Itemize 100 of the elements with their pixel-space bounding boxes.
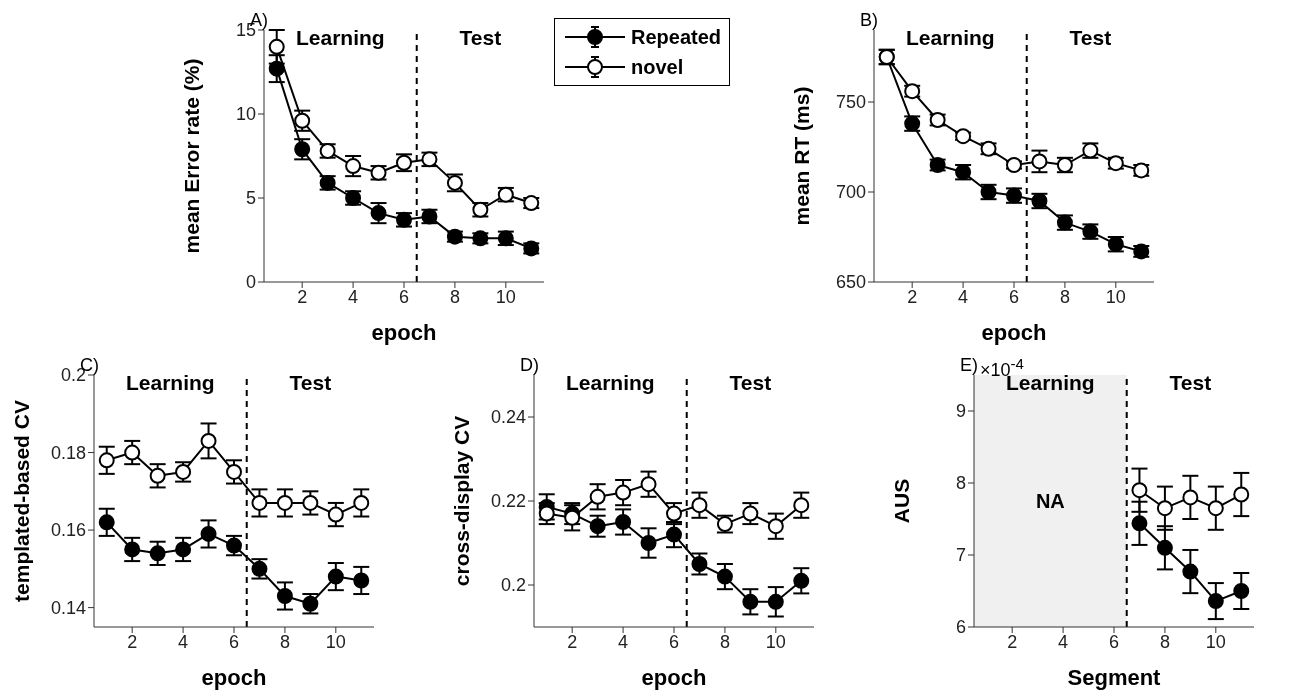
annotation: Test <box>288 371 333 395</box>
point <box>149 467 166 484</box>
point <box>793 497 810 514</box>
point <box>691 497 708 514</box>
chart-title: D) <box>520 355 539 376</box>
point <box>1182 489 1199 506</box>
x-tick-label: 2 <box>1007 631 1018 652</box>
x-tick-label: 4 <box>958 286 969 307</box>
point <box>1207 500 1224 517</box>
x-tick-label: 2 <box>907 286 918 307</box>
point <box>1031 153 1048 170</box>
x-tick-label: 6 <box>1008 286 1020 307</box>
annotation: Learning <box>906 26 995 49</box>
point <box>691 556 708 572</box>
point <box>353 494 370 511</box>
annotation: Learning <box>566 371 655 394</box>
x-tick-label: 6 <box>668 631 680 652</box>
y-tick-label: 6 <box>955 617 966 638</box>
point <box>268 60 285 77</box>
point <box>564 509 581 526</box>
x-axis-title: epoch <box>641 665 707 690</box>
point <box>98 514 115 531</box>
chart-title: E) <box>960 355 978 377</box>
annotation: Test <box>1068 26 1113 50</box>
point <box>589 518 606 535</box>
point <box>353 572 370 589</box>
y-tick-label: 0.14 <box>50 598 86 619</box>
point <box>767 593 784 610</box>
y-tick-label: 0.16 <box>50 520 86 541</box>
x-tick-label: 8 <box>279 631 290 652</box>
annotation: Learning <box>296 26 385 49</box>
point <box>716 568 733 585</box>
x-axis-title: epoch <box>371 320 437 345</box>
x-tick-label: 2 <box>297 286 308 307</box>
point <box>640 535 657 551</box>
point <box>98 452 115 469</box>
point <box>276 587 293 604</box>
x-axis-title: epoch <box>201 665 267 690</box>
x-tick-label: 2 <box>567 631 578 652</box>
point <box>1233 583 1250 599</box>
legend-label: Repeated <box>631 25 722 49</box>
y-tick-label: 8 <box>955 473 966 494</box>
x-tick-label: 8 <box>449 286 460 307</box>
point <box>149 545 166 562</box>
x-tick-label: 10 <box>325 631 346 652</box>
point <box>327 506 344 523</box>
x-tick-label: 4 <box>1058 631 1069 652</box>
point <box>1207 593 1224 610</box>
y-axis-title: cross-display CV <box>450 415 474 587</box>
x-tick-label: 6 <box>398 286 410 307</box>
point <box>589 488 606 505</box>
annotation: Test <box>1168 371 1213 395</box>
y-tick-label: 0.22 <box>490 491 526 512</box>
y-tick-label: 650 <box>835 272 866 293</box>
y-tick-label: 0.18 <box>50 442 86 463</box>
y-tick-label: 5 <box>245 188 256 209</box>
y-tick-label: 9 <box>955 401 966 422</box>
annotation: Test <box>458 26 503 50</box>
x-tick-label: 8 <box>1059 286 1070 307</box>
point <box>538 505 555 522</box>
point <box>1182 563 1199 580</box>
legend-label: novel <box>631 55 684 79</box>
y-axis-title: AUS <box>890 478 914 524</box>
point <box>302 494 319 511</box>
chart-title: B) <box>860 10 878 31</box>
point <box>200 432 217 449</box>
point <box>200 525 217 542</box>
point <box>276 494 293 511</box>
point <box>742 593 759 610</box>
x-tick-label: 10 <box>1205 631 1226 652</box>
point <box>640 476 657 493</box>
point <box>793 572 810 589</box>
y-tick-label: 7 <box>955 545 966 566</box>
point <box>327 568 344 585</box>
point <box>1233 486 1250 503</box>
point <box>1156 539 1173 556</box>
x-tick-label: 4 <box>178 631 189 652</box>
y-tick-label: 0.24 <box>490 407 526 428</box>
x-tick-label: 8 <box>1159 631 1170 652</box>
x-tick-label: 4 <box>348 286 359 307</box>
point <box>1131 515 1148 532</box>
point <box>175 541 192 558</box>
annotation: Learning <box>126 371 215 394</box>
x-axis-title: Segment <box>1067 665 1162 690</box>
point <box>615 514 632 530</box>
y-tick-label: 750 <box>835 92 866 113</box>
point <box>226 463 242 480</box>
point <box>268 38 285 55</box>
y-tick-label: 10 <box>235 104 256 125</box>
y-axis-title: mean Error rate (%) <box>180 58 204 254</box>
x-tick-label: 10 <box>1105 286 1126 307</box>
point <box>124 444 141 461</box>
x-axis-title: epoch <box>981 320 1047 345</box>
y-tick-label: 700 <box>835 182 866 203</box>
point <box>742 505 759 522</box>
x-tick-label: 4 <box>618 631 629 652</box>
x-tick-label: 8 <box>719 631 730 652</box>
x-tick-label: 2 <box>127 631 138 652</box>
y-tick-label: 0 <box>245 272 256 293</box>
point <box>767 518 784 535</box>
